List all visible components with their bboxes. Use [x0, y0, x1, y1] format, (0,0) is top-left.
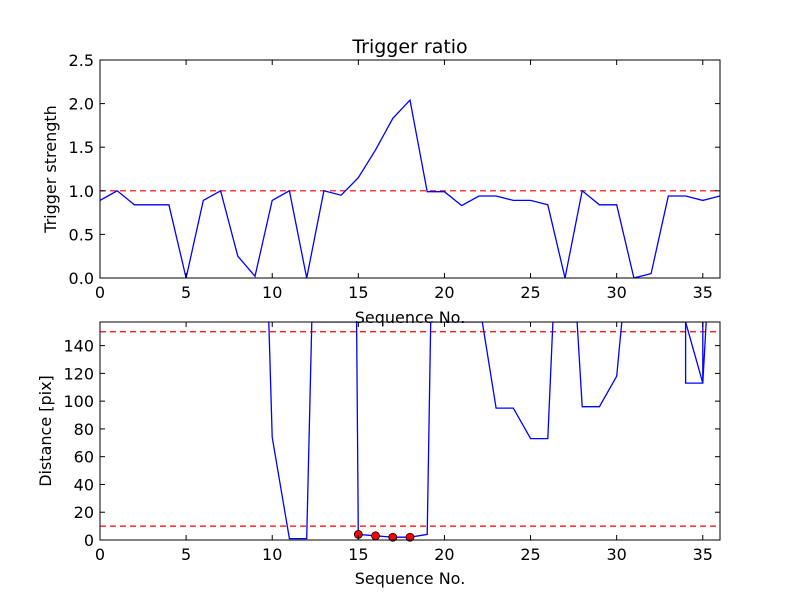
x-tick-label: 0 [95, 545, 105, 564]
plot-area: 0 5 10 15 20 25 30 35 0 20 40 60 80 100 120 140 [63, 321, 721, 564]
trigger-ratio-panel: Trigger ratio Sequence No. Trigger stren… [41, 36, 721, 327]
y-tick-label: 0.5 [69, 225, 94, 244]
x-tick-label: 5 [181, 283, 191, 302]
y-tick-label: 60 [74, 448, 94, 467]
x-tick-label: 20 [434, 545, 454, 564]
y-tick-label: 40 [74, 475, 94, 494]
series-line [100, 98, 720, 278]
x-tick-label: 30 [606, 283, 626, 302]
axes-frame [99, 59, 721, 279]
distance-panel: Sequence No. Distance [pix] 0 5 10 15 20 25 30… [36, 321, 721, 588]
data-layer [100, 322, 720, 540]
x-tick-label: 15 [348, 283, 368, 302]
y-axis-label: Trigger strength [41, 105, 60, 234]
x-tick-label: 30 [606, 545, 626, 564]
series-line-segment [684, 322, 704, 384]
y-tick-label: 0.0 [69, 269, 94, 288]
y-tick-label: 0 [84, 531, 94, 550]
x-tick-label: 20 [434, 283, 454, 302]
x-axis-label: Sequence No. [355, 308, 466, 327]
data-point-marker [405, 532, 415, 542]
y-tick-label: 2.0 [69, 95, 94, 114]
x-tick-label: 5 [181, 545, 191, 564]
y-axis-label: Distance [pix] [36, 375, 55, 487]
y-tick-label: 2.5 [69, 51, 94, 70]
chart-title: Trigger ratio [351, 36, 467, 58]
x-tick-label: 15 [348, 545, 368, 564]
y-tick-label: 120 [63, 364, 94, 383]
y-tick-label: 20 [74, 503, 94, 522]
x-tick-label: 35 [693, 283, 713, 302]
x-tick-label: 25 [520, 545, 540, 564]
data-point-marker [388, 532, 398, 542]
axes-frame [99, 321, 721, 541]
x-tick-label: 25 [520, 283, 540, 302]
plot-area: 0 5 10 15 20 25 30 35 0.0 0.5 1.0 1.5 2.0 2.5 [69, 51, 721, 302]
y-tick-label: 80 [74, 420, 94, 439]
x-axis-label: Sequence No. [355, 569, 466, 588]
y-tick-label: 1.5 [69, 138, 94, 157]
x-tick-label: 35 [693, 545, 713, 564]
x-tick-label: 10 [262, 283, 282, 302]
y-tick-label: 1.0 [69, 182, 94, 201]
series-line [268, 322, 707, 540]
x-tick-label: 10 [262, 545, 282, 564]
data-layer [100, 98, 720, 278]
x-tick-label: 0 [95, 283, 105, 302]
data-point-marker [371, 531, 380, 541]
y-tick-label: 100 [63, 392, 94, 411]
y-tick-label: 140 [63, 337, 94, 356]
